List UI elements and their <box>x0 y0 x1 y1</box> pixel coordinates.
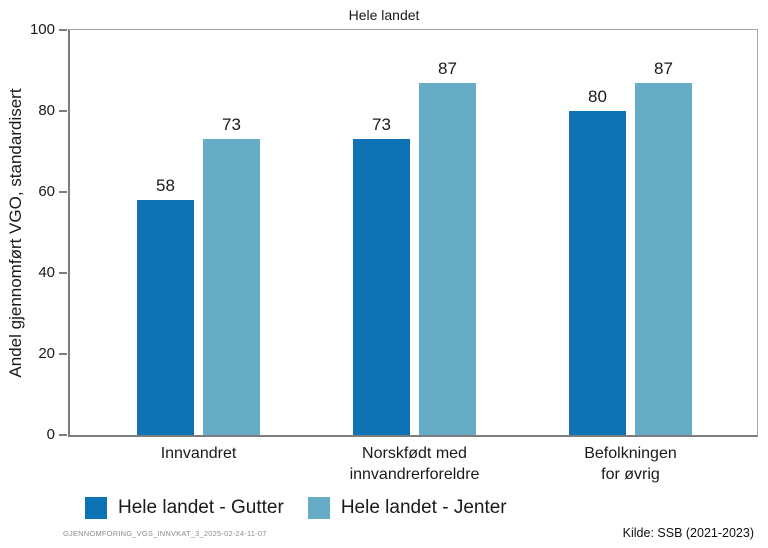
bar-value-label: 58 <box>156 176 175 196</box>
source-text: Kilde: SSB (2021-2023) <box>622 526 754 540</box>
legend-swatch-jenter <box>307 497 330 519</box>
bar-value-label: 87 <box>654 58 673 78</box>
bar-gutter-0 <box>137 200 194 435</box>
y-tick-label: 0 <box>46 426 55 443</box>
legend-label-jenter: Hele landet - Jenter <box>340 497 507 518</box>
figure-id-text: GJENNOMFORING_VGS_INNVKAT_3_2025-02-24-1… <box>63 529 267 538</box>
bar-value-label: 73 <box>372 115 391 135</box>
y-tick-mark <box>59 191 67 193</box>
bar-gutter-2 <box>569 111 626 435</box>
legend: Hele landet - Gutter Hele landet - Jente… <box>85 497 531 519</box>
x-axis-labels: Innvandret Norskfødt med innvandrerforeld… <box>0 443 768 489</box>
y-tick-label: 60 <box>38 183 55 200</box>
y-tick-mark <box>59 110 67 112</box>
y-axis-label: Andel gjennomført VGO, standardisert <box>6 88 25 378</box>
plot-area: 0 20 40 60 80 100 58 73 80 73 87 87 <box>30 21 758 443</box>
bar-jenter-0 <box>203 139 260 435</box>
bar-value-label: 73 <box>222 115 241 135</box>
y-tick-mark <box>59 434 67 436</box>
y-tick-label: 40 <box>38 264 55 281</box>
x-category-label: Befolkningen for øvrig <box>584 445 677 483</box>
y-tick-label: 80 <box>38 102 55 119</box>
x-category-label: Innvandret <box>160 445 237 462</box>
bar-jenter-2 <box>635 82 692 435</box>
legend-swatch-gutter <box>85 497 107 519</box>
x-category-label: Norskfødt med innvandrerforeldre <box>349 445 480 483</box>
bar-gutter-1 <box>353 139 410 435</box>
y-tick-label: 100 <box>29 21 55 38</box>
y-tick-mark <box>59 272 67 274</box>
chart-title: Hele landet <box>348 7 420 23</box>
bar-jenter-1 <box>419 82 476 435</box>
y-tick-mark <box>59 29 67 31</box>
y-tick-mark <box>59 353 67 355</box>
legend-label-gutter: Hele landet - Gutter <box>118 497 284 518</box>
bar-value-label: 80 <box>588 87 607 106</box>
bar-value-label: 87 <box>438 58 457 78</box>
y-tick-label: 20 <box>38 345 55 362</box>
